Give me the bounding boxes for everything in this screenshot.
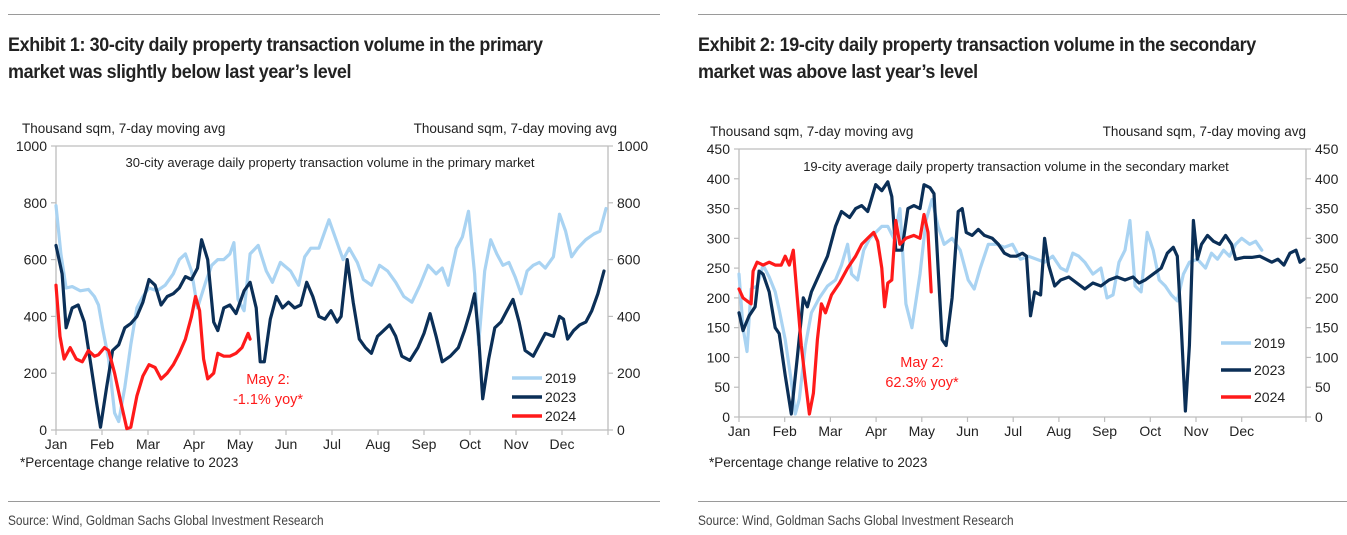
x-tick-label: Jun xyxy=(275,436,298,452)
x-tick-label: Jun xyxy=(956,423,979,439)
series-line-2019 xyxy=(54,204,608,424)
right-y-tick-label: 400 xyxy=(617,308,641,324)
x-tick-label: Aug xyxy=(1046,423,1071,439)
x-tick-label: Mar xyxy=(818,423,842,439)
annotation-date: May 2: xyxy=(246,372,290,388)
x-tick-label: Apr xyxy=(865,423,887,439)
top-divider xyxy=(698,14,1347,15)
right-y-tick-label: 1000 xyxy=(617,138,648,154)
x-tick-label: Nov xyxy=(504,436,529,452)
x-tick-label: Sep xyxy=(1092,423,1117,439)
x-tick-label: Dec xyxy=(1229,423,1254,439)
left-y-tick-label: 200 xyxy=(707,290,731,306)
annotation-yoy: -1.1% yoy* xyxy=(233,392,303,408)
x-tick-label: Oct xyxy=(459,436,481,452)
legend-label-2023: 2023 xyxy=(1254,362,1285,378)
left-y-tick-label: 300 xyxy=(707,230,731,246)
x-tick-label: May xyxy=(909,423,935,439)
x-tick-label: Feb xyxy=(90,436,114,452)
left-y-tick-label: 400 xyxy=(24,308,48,324)
left-y-tick-label: 450 xyxy=(707,141,731,157)
left-y-tick-label: 150 xyxy=(707,320,731,336)
left-y-tick-label: 350 xyxy=(707,201,731,217)
x-tick-label: Dec xyxy=(550,436,575,452)
series-line-2023 xyxy=(737,180,1306,416)
bottom-divider xyxy=(8,501,660,502)
right-y-tick-label: 800 xyxy=(617,195,641,211)
x-tick-label: Apr xyxy=(183,436,205,452)
series-line-2023 xyxy=(54,238,606,429)
right-y-tick-label: 150 xyxy=(1315,320,1339,336)
left-y-tick-label: 250 xyxy=(707,260,731,276)
left-y-tick-label: 600 xyxy=(24,252,48,268)
right-y-tick-label: 450 xyxy=(1315,141,1339,157)
x-tick-label: Jul xyxy=(1004,423,1022,439)
exhibit-title: Exhibit 2: 19-city daily property transa… xyxy=(698,34,1256,83)
bottom-divider xyxy=(698,501,1347,502)
legend-label-2019: 2019 xyxy=(545,370,576,386)
footnote: *Percentage change relative to 2023 xyxy=(709,455,927,470)
annotation-date: May 2: xyxy=(900,355,944,371)
series-line-2019 xyxy=(737,198,1264,416)
series-line-2024 xyxy=(737,212,933,416)
right-y-tick-label: 200 xyxy=(1315,290,1339,306)
series-line-2024 xyxy=(54,283,252,431)
annotation-yoy: 62.3% yoy* xyxy=(885,375,959,391)
x-tick-label: Jan xyxy=(728,423,751,439)
right-y-tick-label: 400 xyxy=(1315,171,1339,187)
legend-label-2024: 2024 xyxy=(1254,389,1285,405)
chart-inner-title: 19-city average daily property transacti… xyxy=(803,159,1229,174)
right-y-tick-label: 200 xyxy=(617,365,641,381)
footnote: *Percentage change relative to 2023 xyxy=(20,455,238,470)
x-tick-label: Sep xyxy=(412,436,437,452)
left-y-tick-label: 0 xyxy=(722,409,730,425)
x-tick-label: Mar xyxy=(136,436,160,452)
right-y-tick-label: 350 xyxy=(1315,201,1339,217)
left-y-tick-label: 50 xyxy=(714,379,730,395)
right-y-tick-label: 600 xyxy=(617,252,641,268)
right-y-axis-title: Thousand sqm, 7-day moving avg xyxy=(414,121,617,136)
left-y-tick-label: 1000 xyxy=(16,138,47,154)
right-y-tick-label: 0 xyxy=(617,422,625,438)
x-tick-label: Aug xyxy=(366,436,391,452)
right-y-axis-title: Thousand sqm, 7-day moving avg xyxy=(1103,124,1306,139)
x-tick-label: Jan xyxy=(45,436,68,452)
left-y-axis-title: Thousand sqm, 7-day moving avg xyxy=(710,124,913,139)
left-y-tick-label: 0 xyxy=(39,422,47,438)
source-note: Source: Wind, Goldman Sachs Global Inves… xyxy=(698,513,1014,528)
right-y-tick-label: 50 xyxy=(1315,379,1331,395)
x-tick-label: Oct xyxy=(1139,423,1161,439)
legend-label-2019: 2019 xyxy=(1254,335,1285,351)
right-y-tick-label: 300 xyxy=(1315,230,1339,246)
left-y-axis-title: Thousand sqm, 7-day moving avg xyxy=(22,121,225,136)
exhibit-2-panel: Exhibit 2: 19-city daily property transa… xyxy=(690,0,1347,535)
chart-inner-title: 30-city average daily property transacti… xyxy=(126,155,535,170)
right-y-tick-label: 0 xyxy=(1315,409,1323,425)
x-tick-label: Jul xyxy=(323,436,341,452)
x-tick-label: Feb xyxy=(773,423,797,439)
right-y-tick-label: 250 xyxy=(1315,260,1339,276)
left-y-tick-label: 400 xyxy=(707,171,731,187)
right-y-tick-label: 100 xyxy=(1315,349,1339,365)
exhibit-title: Exhibit 1: 30-city daily property transa… xyxy=(8,34,543,83)
legend-label-2023: 2023 xyxy=(545,389,576,405)
top-divider xyxy=(8,14,660,15)
legend-label-2024: 2024 xyxy=(545,408,576,424)
left-y-tick-label: 800 xyxy=(24,195,48,211)
x-tick-label: May xyxy=(227,436,253,452)
exhibit-1-panel: Exhibit 1: 30-city daily property transa… xyxy=(0,0,660,535)
source-note: Source: Wind, Goldman Sachs Global Inves… xyxy=(8,513,324,528)
left-y-tick-label: 200 xyxy=(24,365,48,381)
x-tick-label: Nov xyxy=(1184,423,1209,439)
left-y-tick-label: 100 xyxy=(707,349,731,365)
